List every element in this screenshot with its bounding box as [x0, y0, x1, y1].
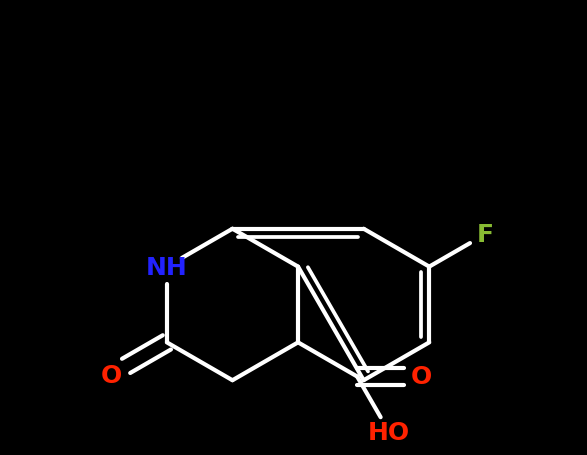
Text: F: F — [477, 223, 494, 247]
Text: HO: HO — [368, 420, 410, 444]
Text: O: O — [100, 363, 122, 387]
Text: NH: NH — [146, 255, 188, 279]
Text: O: O — [411, 364, 432, 389]
